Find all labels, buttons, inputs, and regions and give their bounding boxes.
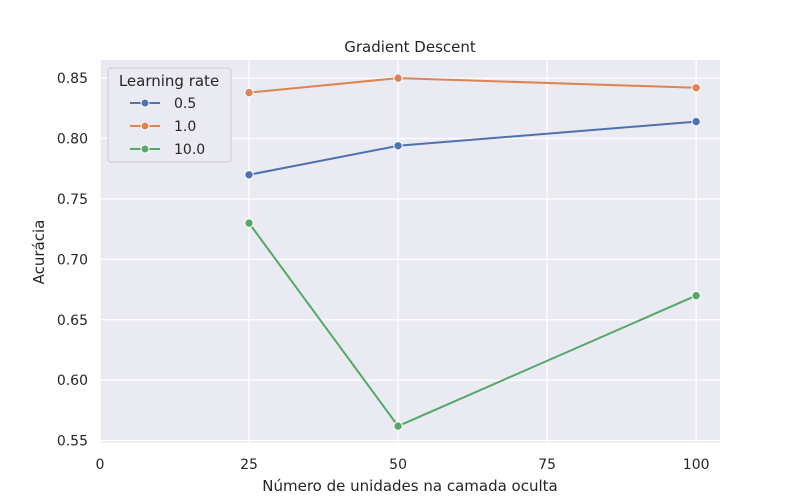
legend: Learning rate 0.5 1.0 10.0 [107, 67, 232, 163]
data-point [393, 421, 403, 431]
legend-swatch-marker [140, 144, 150, 154]
legend-label: 10.0 [174, 142, 205, 158]
legend-label: 1.0 [174, 119, 196, 135]
y-tick-label: 0.85 [57, 71, 88, 87]
data-point [691, 290, 701, 301]
legend-item: 1.0 [130, 119, 196, 135]
data-point [393, 73, 403, 83]
data-point [244, 170, 254, 180]
y-tick-label: 0.75 [57, 192, 88, 208]
x-tick-label: 25 [240, 457, 258, 473]
x-axis-ticks: 0 25 50 75 100 [96, 457, 710, 473]
legend-swatch-marker [140, 121, 150, 131]
grid-lines [99, 60, 720, 443]
data-point [244, 218, 254, 228]
chart-title: Gradient Descent [344, 38, 476, 56]
series-1.0 [244, 73, 701, 98]
legend-item: 0.5 [130, 96, 196, 112]
y-axis-ticks: 0.55 0.60 0.65 0.70 0.75 0.80 0.85 [57, 71, 88, 449]
x-tick-label: 75 [538, 457, 556, 473]
series-lines [244, 73, 701, 431]
y-tick-label: 0.70 [57, 252, 88, 268]
legend-item: 10.0 [130, 142, 205, 158]
data-point [393, 141, 403, 151]
x-tick-label: 0 [96, 457, 105, 473]
data-point [244, 87, 254, 98]
legend-title: Learning rate [119, 72, 219, 90]
y-axis-title: Acurácia [30, 220, 48, 285]
x-tick-label: 100 [683, 457, 710, 473]
data-point [691, 83, 701, 93]
y-tick-label: 0.55 [57, 434, 88, 450]
series-0.5 [244, 116, 701, 180]
legend-label: 0.5 [174, 96, 196, 112]
data-point [691, 116, 701, 127]
x-tick-label: 50 [389, 457, 407, 473]
legend-swatch-marker [140, 98, 150, 108]
y-tick-label: 0.60 [57, 373, 88, 389]
series-10.0 [244, 218, 701, 431]
y-tick-label: 0.65 [57, 313, 88, 329]
legend-box [107, 67, 232, 163]
x-axis-title: Número de unidades na camada oculta [262, 477, 557, 495]
y-tick-label: 0.80 [57, 132, 88, 148]
